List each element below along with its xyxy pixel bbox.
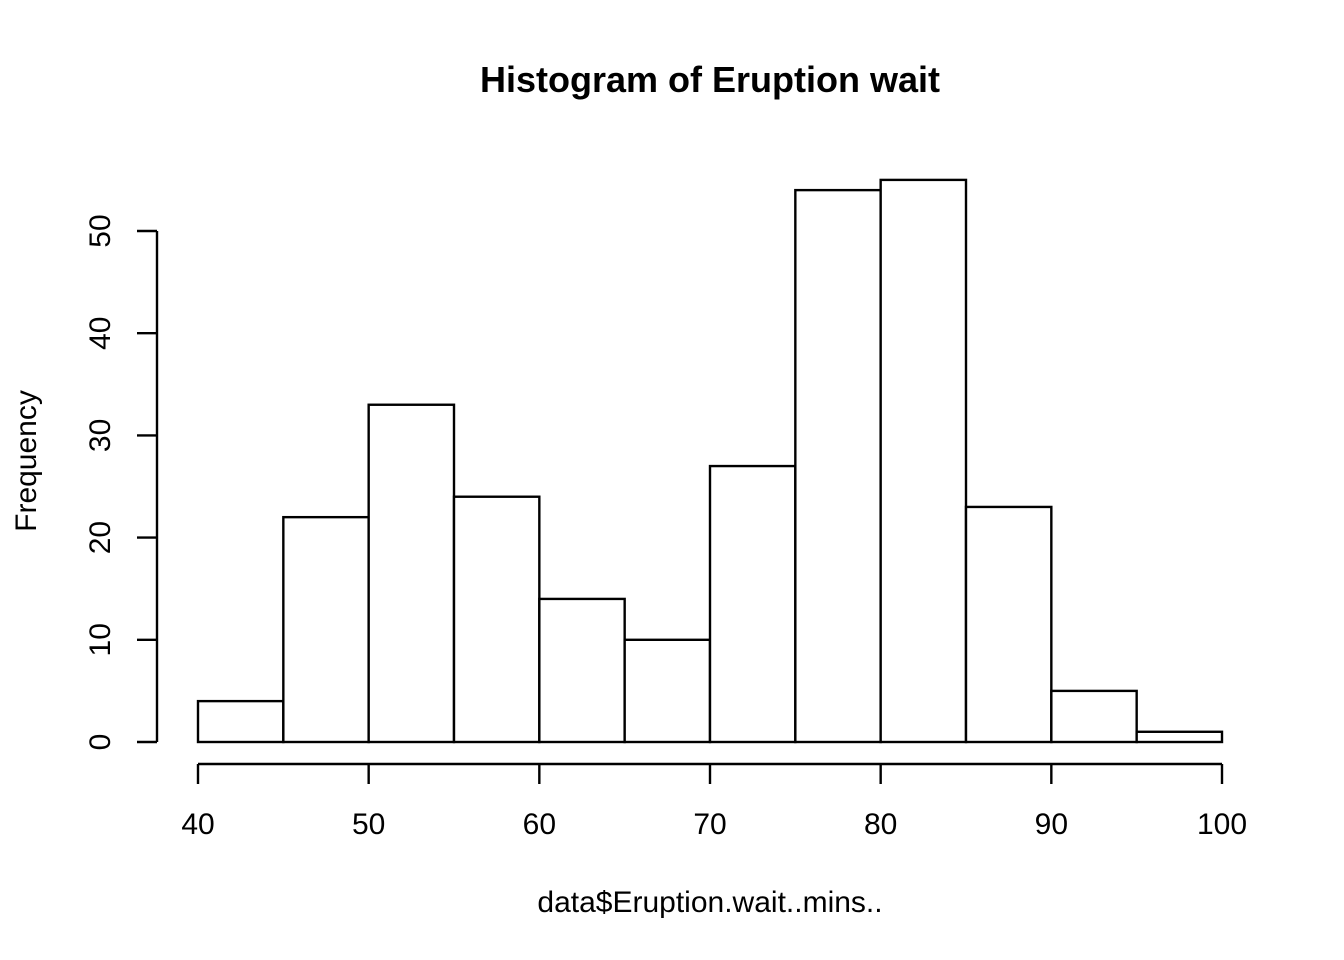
- histogram-bar-55-60: [452, 495, 541, 744]
- y-axis-title: Frequency: [10, 390, 43, 532]
- y-tick-label-30: 30: [84, 419, 117, 452]
- y-tick-label-10: 10: [84, 623, 117, 656]
- x-axis: 40 50 60 70 80 90 100: [181, 762, 1247, 841]
- y-tick-label-50: 50: [84, 214, 117, 247]
- x-tick-label-70: 70: [693, 808, 726, 841]
- histogram-bars: [196, 178, 1224, 744]
- x-tick-label-90: 90: [1035, 808, 1068, 841]
- y-tick-label-0: 0: [84, 734, 117, 751]
- x-tick-label-100: 100: [1197, 808, 1247, 841]
- histogram-bar-80-85: [879, 178, 968, 744]
- histogram-bar-85-90: [964, 505, 1053, 744]
- x-tick-label-60: 60: [523, 808, 556, 841]
- y-tick-label-20: 20: [84, 521, 117, 554]
- x-tick-label-80: 80: [864, 808, 897, 841]
- histogram-bar-70-75: [708, 464, 797, 744]
- histogram-bar-75-80: [794, 188, 882, 744]
- y-axis: 0 10 20 30 40 50: [84, 214, 159, 751]
- histogram-bar-60-65: [538, 597, 626, 744]
- chart-title: Histogram of Eruption wait: [480, 59, 940, 100]
- histogram-bar-90-95: [1050, 689, 1138, 744]
- histogram-bar-50-55: [367, 403, 456, 744]
- x-axis-title: data$Eruption.wait..mins..: [537, 886, 882, 919]
- x-tick-label-40: 40: [181, 808, 214, 841]
- histogram-bar-40-45: [196, 699, 285, 744]
- histogram-bar-95-100: [1135, 730, 1224, 744]
- histogram-bar-45-50: [282, 515, 370, 744]
- histogram-bar-65-70: [623, 638, 712, 744]
- y-tick-label-40: 40: [84, 317, 117, 350]
- x-tick-label-50: 50: [352, 808, 385, 841]
